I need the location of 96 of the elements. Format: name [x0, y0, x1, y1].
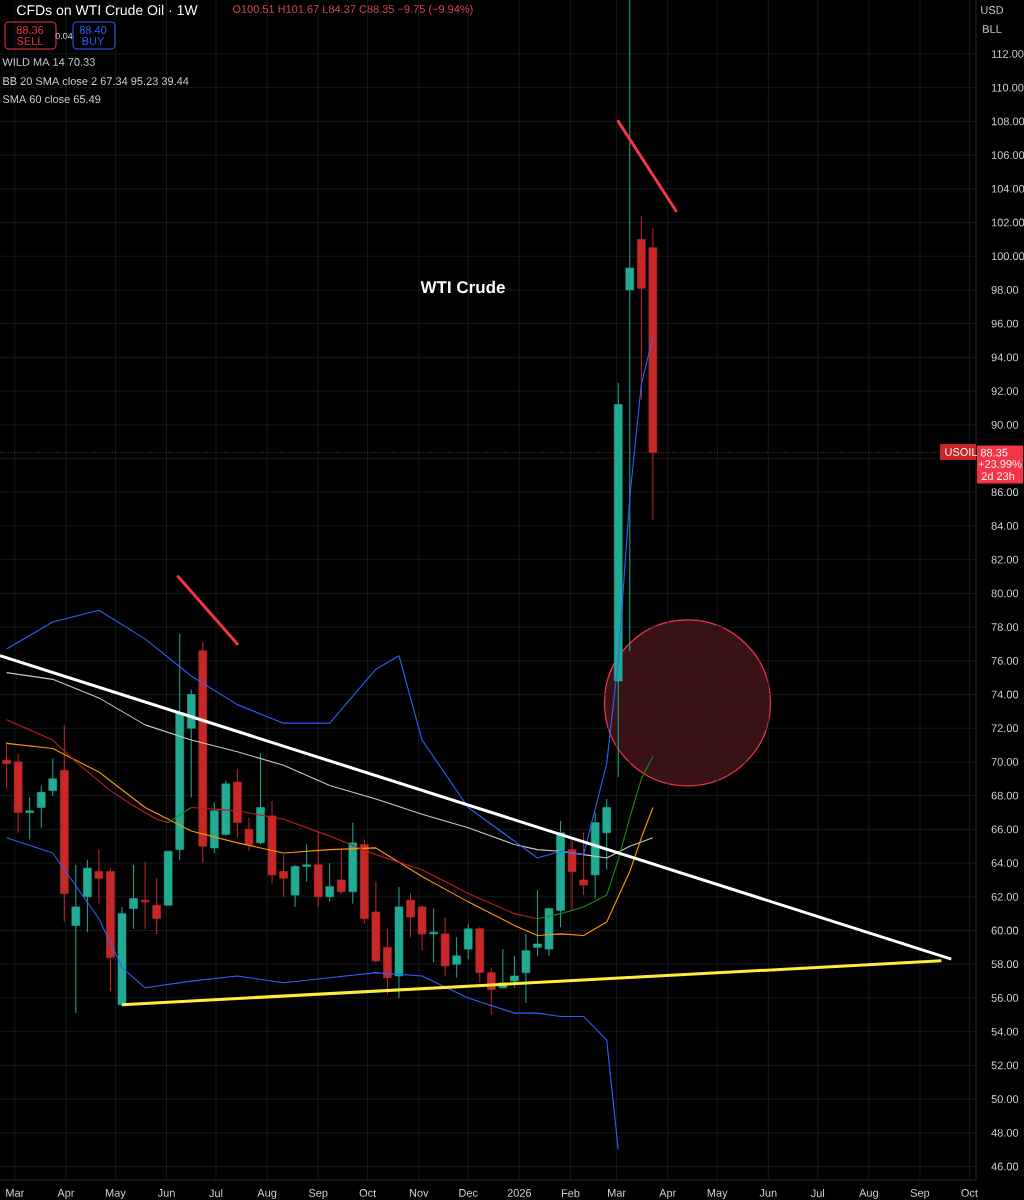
- candlestick: [325, 862, 334, 903]
- y-tick-label: 78.00: [991, 623, 1019, 631]
- y-tick-label: 102.00: [991, 218, 1024, 227]
- ref-line-label: 88.35: [980, 448, 1008, 457]
- candlestick: [129, 864, 138, 930]
- y-tick-label: 68.00: [991, 791, 1019, 800]
- y-tick-label: 48.00: [991, 1128, 1019, 1137]
- annotation: WTI Crude: [420, 280, 505, 294]
- annotation: SMA 60 close 65.49: [2, 94, 101, 104]
- line-series: [6, 336, 654, 859]
- x-tick-label: Oct: [961, 1189, 978, 1197]
- y-tick-label: 100.00: [991, 252, 1024, 261]
- y-tick-label: 82.00: [991, 555, 1019, 564]
- candlestick: [279, 854, 288, 898]
- candlestick: [452, 936, 461, 979]
- candlestick: [579, 832, 588, 896]
- x-tick-label: Aug: [859, 1189, 878, 1199]
- x-tick-label: Mar: [6, 1189, 25, 1197]
- candlestick: [94, 849, 104, 905]
- text: +23.99%: [978, 460, 1022, 468]
- x-tick-label: Apr: [659, 1189, 677, 1199]
- y-tick-label: 94.00: [991, 353, 1019, 362]
- text: USD: [981, 6, 1004, 14]
- y-tick-label: 84.00: [991, 522, 1019, 530]
- x-tick-label: Nov: [409, 1189, 429, 1197]
- y-tick-label: 62.00: [991, 892, 1019, 901]
- x-tick-label: Jun: [157, 1189, 175, 1197]
- annotation: 88.36: [16, 26, 44, 34]
- candlestick: [140, 860, 150, 930]
- x-tick-label: Jul: [810, 1189, 825, 1198]
- x-tick-label: Jun: [759, 1189, 777, 1197]
- x-tick-label: Apr: [57, 1189, 75, 1199]
- y-tick-label: 112.00: [991, 50, 1024, 58]
- annotation: 88.40: [79, 26, 107, 34]
- candlestick: [463, 923, 473, 960]
- y-tick-label: 104.00: [991, 184, 1024, 193]
- y-tick-label: 76.00: [991, 656, 1019, 665]
- candlestick: [510, 955, 519, 989]
- y-tick-label: 86.00: [991, 488, 1019, 497]
- y-tick-label: 54.00: [991, 1027, 1019, 1036]
- y-tick-label: 56.00: [991, 994, 1019, 1002]
- candlestick: [406, 892, 415, 938]
- y-tick-label: 110.00: [991, 83, 1024, 92]
- line-series: [6, 837, 619, 1151]
- y-tick-label: 90.00: [991, 420, 1019, 429]
- annotation: WILD MA 14 70.33: [2, 58, 95, 66]
- line-series: [6, 742, 654, 937]
- y-tick-label: 92.00: [991, 387, 1019, 395]
- y-tick-label: 60.00: [991, 926, 1019, 935]
- candlestick: [36, 785, 46, 829]
- x-tick-label: Dec: [459, 1189, 478, 1197]
- text: 2d 23h: [981, 471, 1015, 481]
- annotation: BB 20 SMA close 2 67.34 95.23 39.44: [3, 76, 189, 86]
- y-tick-label: 50.00: [991, 1095, 1019, 1103]
- x-tick-label: Aug: [257, 1189, 277, 1199]
- y-tick-label: 58.00: [991, 960, 1019, 969]
- y-tick-label: 64.00: [991, 859, 1019, 867]
- annotation: O100.51 H101.67 L84.37 C88.35 −9.75 (−9.94%): [232, 4, 473, 16]
- candlestick: [302, 844, 311, 883]
- y-tick-label: 70.00: [991, 758, 1019, 766]
- x-tick-label: Sep: [308, 1189, 328, 1200]
- y-tick-label: 46.00: [991, 1162, 1019, 1171]
- candlestick: [48, 758, 58, 797]
- x-tick-label: Oct: [359, 1189, 377, 1197]
- y-tick-label: 108.00: [991, 117, 1024, 126]
- x-tick-label: Sep: [910, 1189, 930, 1200]
- candlestick: [533, 889, 542, 957]
- annotation: BUY: [82, 37, 105, 45]
- candlestick: [71, 864, 81, 1014]
- x-tick-label: Jul: [209, 1189, 223, 1198]
- candlestick: [337, 849, 346, 894]
- candlestick: [625, 0, 635, 652]
- candlestick: [521, 933, 531, 1004]
- chart-title: CFDs on WTI Crude Oil · 1W: [17, 4, 198, 16]
- y-tick-label: 74.00: [991, 690, 1019, 699]
- y-tick-label: 72.00: [991, 724, 1019, 733]
- y-tick-label: 52.00: [991, 1061, 1019, 1070]
- y-tick-label: 96.00: [991, 319, 1019, 328]
- x-tick-label: May: [105, 1189, 126, 1199]
- candlestick: [244, 817, 254, 852]
- y-tick-label: 106.00: [991, 151, 1024, 159]
- y-tick-label: 98.00: [991, 286, 1019, 294]
- candlestick: [567, 838, 577, 911]
- x-tick-label: 2026: [507, 1189, 532, 1197]
- candlestick: [25, 796, 34, 840]
- x-tick-label: Mar: [608, 1189, 626, 1197]
- candlestick: [429, 908, 438, 964]
- candlestick: [2, 741, 11, 790]
- annotation: SELL: [17, 37, 44, 45]
- text: BLL: [983, 25, 1002, 33]
- y-tick-label: 80.00: [991, 589, 1019, 598]
- line-series: [6, 672, 654, 859]
- candlestick: [152, 877, 161, 935]
- y-tick-label: 66.00: [991, 825, 1019, 834]
- x-tick-label: May: [707, 1189, 728, 1199]
- x-tick-label: Feb: [561, 1189, 580, 1198]
